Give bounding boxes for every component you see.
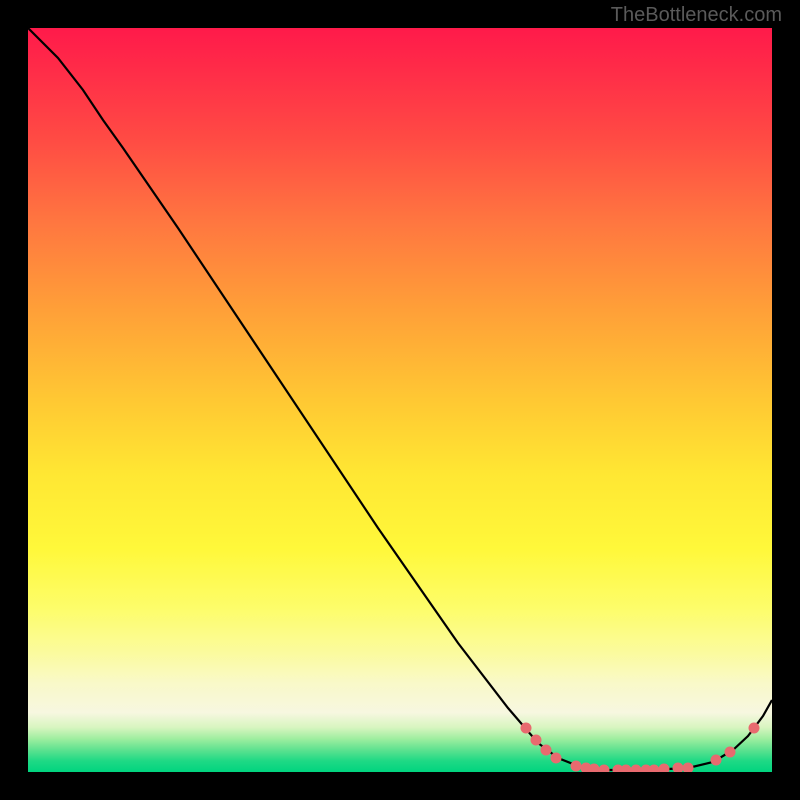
marker-dot <box>673 763 684 773</box>
marker-dot <box>659 764 670 773</box>
markers-group <box>521 723 760 773</box>
chart-svg <box>28 28 772 772</box>
marker-dot <box>649 765 660 773</box>
watermark-text: TheBottleneck.com <box>611 4 782 27</box>
marker-dot <box>599 765 610 773</box>
marker-dot <box>683 763 694 773</box>
marker-dot <box>711 755 722 766</box>
marker-dot <box>521 723 532 734</box>
marker-dot <box>551 753 562 764</box>
marker-dot <box>631 765 642 773</box>
curve-line <box>28 28 772 770</box>
marker-dot <box>571 761 582 772</box>
marker-dot <box>531 735 542 746</box>
plot-area <box>28 28 772 772</box>
marker-dot <box>749 723 760 734</box>
marker-dot <box>621 765 632 773</box>
marker-dot <box>725 747 736 758</box>
marker-dot <box>541 745 552 756</box>
